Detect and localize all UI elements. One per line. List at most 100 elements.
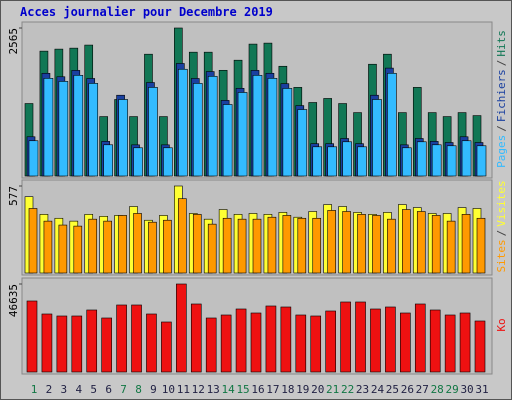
x-tick-label: 14 bbox=[222, 383, 236, 396]
legend-separator: / bbox=[495, 60, 508, 67]
x-tick-label: 17 bbox=[266, 383, 279, 396]
bar bbox=[402, 147, 412, 177]
legend: Sites / Visites bbox=[495, 180, 508, 272]
bar bbox=[28, 208, 38, 274]
chart-title: Acces journalier pour Decembre 2019 bbox=[20, 5, 273, 19]
bar bbox=[327, 146, 337, 177]
bar bbox=[357, 146, 367, 177]
bar bbox=[429, 309, 441, 373]
x-tick-label: 28 bbox=[431, 383, 444, 396]
bar bbox=[192, 214, 202, 274]
bar bbox=[400, 312, 411, 373]
bar bbox=[163, 219, 172, 274]
bar bbox=[357, 214, 366, 274]
bar bbox=[56, 315, 68, 373]
bar bbox=[342, 141, 352, 177]
bar bbox=[372, 215, 381, 274]
x-tick-label: 13 bbox=[207, 383, 220, 396]
legend-separator: / bbox=[495, 230, 508, 237]
bar bbox=[372, 99, 382, 177]
bar bbox=[267, 78, 278, 177]
bar bbox=[71, 315, 83, 373]
bar bbox=[476, 145, 487, 177]
bar bbox=[222, 217, 232, 274]
bar bbox=[446, 145, 457, 177]
bar bbox=[295, 314, 307, 373]
bar bbox=[312, 146, 323, 177]
bar bbox=[282, 88, 293, 177]
bar bbox=[297, 217, 307, 274]
bar bbox=[178, 68, 188, 177]
bar bbox=[131, 304, 142, 373]
bar bbox=[176, 283, 187, 373]
x-tick-label: 6 bbox=[105, 383, 112, 396]
bar bbox=[26, 300, 38, 373]
bar bbox=[58, 224, 68, 274]
bar bbox=[133, 147, 143, 177]
x-tick-label: 2 bbox=[46, 383, 53, 396]
bar bbox=[86, 309, 98, 373]
x-tick-label: 29 bbox=[446, 383, 459, 396]
bar bbox=[280, 306, 292, 373]
bar bbox=[461, 140, 472, 177]
bar bbox=[327, 210, 336, 274]
x-tick-label: 25 bbox=[386, 383, 399, 396]
bar bbox=[237, 218, 247, 274]
x-tick-label: 16 bbox=[251, 383, 264, 396]
x-tick-label: 9 bbox=[150, 383, 157, 396]
x-tick-label: 31 bbox=[475, 383, 488, 396]
bar bbox=[431, 215, 441, 274]
bar bbox=[192, 83, 203, 177]
x-tick-label: 4 bbox=[75, 383, 82, 396]
legend-entry: Fichiers bbox=[495, 69, 508, 122]
bar bbox=[312, 217, 322, 274]
x-tick-label: 5 bbox=[90, 383, 97, 396]
x-tick-label: 8 bbox=[135, 383, 142, 396]
x-tick-label: 21 bbox=[326, 383, 339, 396]
legend-entry: Hits bbox=[495, 30, 508, 57]
bar bbox=[461, 214, 471, 274]
x-tick-label: 22 bbox=[341, 383, 354, 396]
bar bbox=[118, 99, 128, 177]
x-tick-label: 12 bbox=[192, 383, 205, 396]
bar bbox=[297, 109, 308, 177]
bar bbox=[222, 104, 233, 177]
x-tick-label: 15 bbox=[236, 383, 249, 396]
legend: Pages / Fichiers / Hits bbox=[495, 30, 508, 168]
bar bbox=[402, 209, 411, 274]
bar bbox=[431, 144, 442, 177]
bar bbox=[103, 144, 113, 177]
bar bbox=[28, 140, 39, 177]
bar bbox=[146, 313, 157, 373]
bar bbox=[207, 223, 217, 274]
x-tick-label: 24 bbox=[371, 383, 385, 396]
x-tick-label: 1 bbox=[31, 383, 38, 396]
x-tick-label: 18 bbox=[281, 383, 294, 396]
bar bbox=[41, 313, 53, 373]
bar bbox=[207, 75, 218, 177]
bar bbox=[416, 211, 426, 274]
bar bbox=[205, 317, 217, 373]
bar bbox=[178, 198, 187, 274]
bar bbox=[340, 301, 351, 373]
bar bbox=[282, 215, 292, 274]
bar bbox=[43, 220, 53, 274]
x-tick-label: 30 bbox=[460, 383, 473, 396]
x-tick-label: 27 bbox=[416, 383, 429, 396]
bar bbox=[190, 303, 202, 373]
bar bbox=[476, 217, 486, 274]
bar bbox=[474, 320, 486, 373]
bar bbox=[267, 216, 277, 274]
bar bbox=[387, 72, 397, 177]
x-tick-label: 19 bbox=[296, 383, 309, 396]
bar bbox=[103, 220, 112, 274]
bar bbox=[342, 211, 351, 274]
bar bbox=[220, 314, 232, 373]
bar bbox=[235, 308, 247, 373]
bar bbox=[250, 312, 262, 373]
x-tick-label: 20 bbox=[311, 383, 324, 396]
legend-entry: Ko bbox=[495, 318, 508, 331]
legend-separator: / bbox=[495, 125, 508, 132]
bar bbox=[43, 78, 54, 177]
